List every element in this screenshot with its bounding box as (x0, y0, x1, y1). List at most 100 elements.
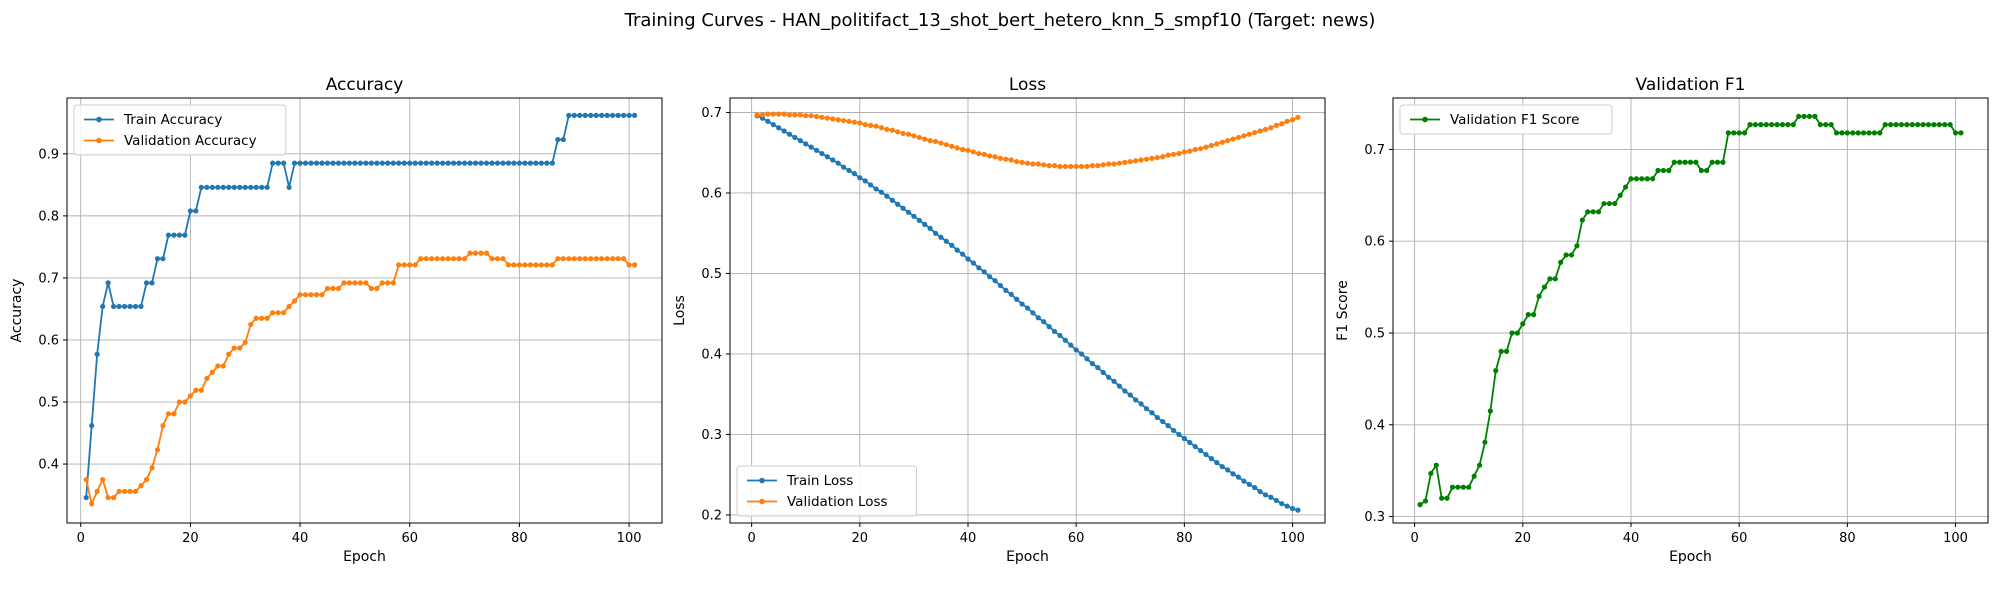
data-point (132, 303, 139, 310)
data-point (981, 269, 987, 275)
data-point (911, 213, 917, 219)
data-point (1084, 356, 1090, 362)
data-point (451, 256, 457, 262)
data-point (1138, 157, 1144, 163)
data-point (324, 160, 331, 166)
data-point (566, 112, 572, 118)
legend-label: Validation Loss (787, 494, 888, 510)
data-point (1871, 130, 1878, 136)
data-point (1698, 167, 1704, 174)
data-point (878, 189, 885, 195)
data-point (363, 160, 369, 166)
data-point (1541, 284, 1548, 290)
data-point (198, 387, 204, 393)
data-point (786, 112, 793, 118)
data-point (182, 399, 188, 405)
data-point (467, 250, 473, 256)
data-point (472, 250, 479, 256)
data-point (803, 141, 809, 147)
data-point (1531, 312, 1537, 318)
data-point (1057, 332, 1063, 339)
data-point (884, 126, 890, 132)
data-point (401, 160, 407, 166)
data-point (949, 242, 955, 248)
data-point (1839, 130, 1845, 136)
axes-frame (729, 97, 1326, 524)
data-point (445, 160, 451, 166)
data-point (792, 134, 798, 141)
series-line (1419, 115, 1961, 506)
data-point (440, 256, 446, 262)
data-point (127, 303, 133, 310)
data-point (1731, 130, 1737, 136)
data-point (604, 256, 610, 262)
data-point (297, 292, 303, 298)
data-point (895, 129, 901, 135)
data-point (1590, 209, 1596, 215)
data-point (538, 262, 544, 268)
data-point (483, 160, 490, 166)
data-point (1882, 122, 1888, 128)
legend-box (73, 104, 287, 156)
data-point (165, 232, 172, 238)
y-tick-label: 0.4 (1364, 418, 1385, 433)
data-point (959, 251, 966, 257)
data-point (346, 160, 353, 166)
data-point (1514, 330, 1521, 336)
data-point (905, 209, 912, 215)
data-point (830, 157, 836, 163)
legend-item: Train Loss (747, 473, 853, 489)
data-point (1779, 122, 1786, 128)
data-point (1170, 151, 1177, 157)
data-point (220, 363, 226, 369)
data-point (1019, 159, 1025, 165)
y-tick-label: 0.5 (701, 267, 722, 282)
data-point (132, 488, 139, 494)
data-point (1520, 321, 1526, 327)
data-point (1160, 154, 1166, 160)
data-point (1687, 159, 1694, 165)
data-point (1942, 122, 1948, 128)
data-point (1595, 209, 1602, 215)
data-point (776, 125, 782, 131)
data-point (857, 120, 863, 126)
data-point (851, 171, 858, 177)
data-point (862, 178, 868, 184)
data-point (1563, 252, 1569, 258)
y-axis-label: F1 Score (1335, 280, 1351, 341)
data-point (505, 262, 512, 268)
data-point (302, 160, 309, 166)
data-point (1073, 347, 1079, 353)
data-point (1143, 156, 1150, 162)
y-tick-label: 0.7 (38, 271, 59, 286)
data-point (357, 160, 363, 166)
data-point (1014, 158, 1020, 165)
data-point (1714, 159, 1721, 165)
data-point (1252, 130, 1258, 136)
data-point (1154, 154, 1160, 161)
data-point (873, 123, 879, 129)
data-point (1203, 144, 1209, 150)
data-point (1116, 160, 1123, 166)
data-point (835, 117, 841, 123)
x-tick-label: 0 (77, 531, 85, 546)
data-point (516, 160, 523, 166)
data-point (1741, 130, 1748, 136)
data-point (1197, 146, 1204, 152)
legend-label: Train Loss (786, 473, 853, 489)
data-point (1725, 130, 1731, 136)
data-point (429, 256, 435, 262)
data-point (781, 111, 787, 117)
data-point (368, 160, 374, 166)
data-point (127, 488, 133, 494)
data-point (949, 143, 955, 149)
data-point (237, 184, 243, 190)
data-point (94, 488, 100, 494)
data-point (489, 160, 495, 166)
data-point (1181, 435, 1187, 442)
data-point (610, 112, 616, 118)
y-tick-label: 0.6 (38, 333, 59, 348)
data-point (1536, 293, 1542, 299)
x-tick-label: 0 (747, 531, 755, 546)
data-point (997, 282, 1004, 289)
